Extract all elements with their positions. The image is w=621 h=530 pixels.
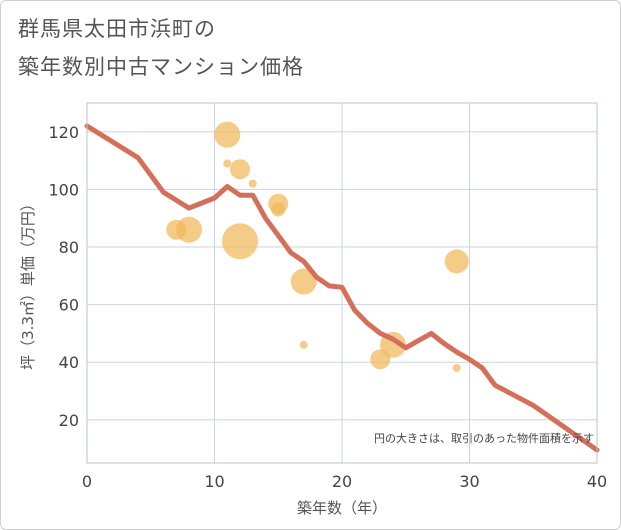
x-tick-label: 20	[332, 472, 352, 491]
bubble-point	[444, 249, 469, 274]
y-tick-label: 100	[48, 180, 79, 199]
bubble-point	[299, 340, 308, 349]
bubble-point	[271, 202, 286, 217]
y-axis-label: 坪（3.3㎡）単価（万円）	[19, 196, 37, 370]
chart-note: 円の大きさは、取引のあった物件面積を示す	[374, 431, 594, 445]
x-axis-label: 築年数（年）	[297, 499, 387, 517]
trend-line	[84, 123, 600, 453]
y-tick-label: 120	[48, 123, 79, 142]
bubble-point	[222, 223, 258, 260]
bubble-layer	[166, 121, 469, 372]
y-tick-label: 20	[59, 411, 79, 430]
y-tick-labels: 20 40 60 80 100 120	[48, 123, 79, 430]
x-tick-label: 0	[82, 472, 92, 491]
bubble-point	[290, 268, 317, 295]
y-tick-label: 60	[59, 296, 79, 315]
x-tick-labels: 0 10 20 30 40	[82, 472, 607, 491]
chart-title-line1: 群馬県太田市浜町の	[18, 17, 216, 41]
grid-lines	[86, 103, 598, 463]
x-tick-label: 30	[459, 472, 479, 491]
y-tick-label: 40	[59, 353, 79, 372]
bubble-point	[452, 363, 461, 372]
bubble-point	[176, 216, 202, 243]
bubble-point	[248, 179, 257, 188]
bubble-point	[230, 159, 250, 180]
x-tick-label: 40	[587, 472, 607, 491]
x-tick-label: 10	[204, 472, 224, 491]
y-tick-label: 80	[59, 238, 79, 257]
bubble-point	[223, 159, 232, 168]
plot-frame	[86, 102, 598, 464]
chart-title-line2: 築年数別中古マンション価格	[18, 55, 304, 79]
bubble-point	[214, 121, 241, 148]
